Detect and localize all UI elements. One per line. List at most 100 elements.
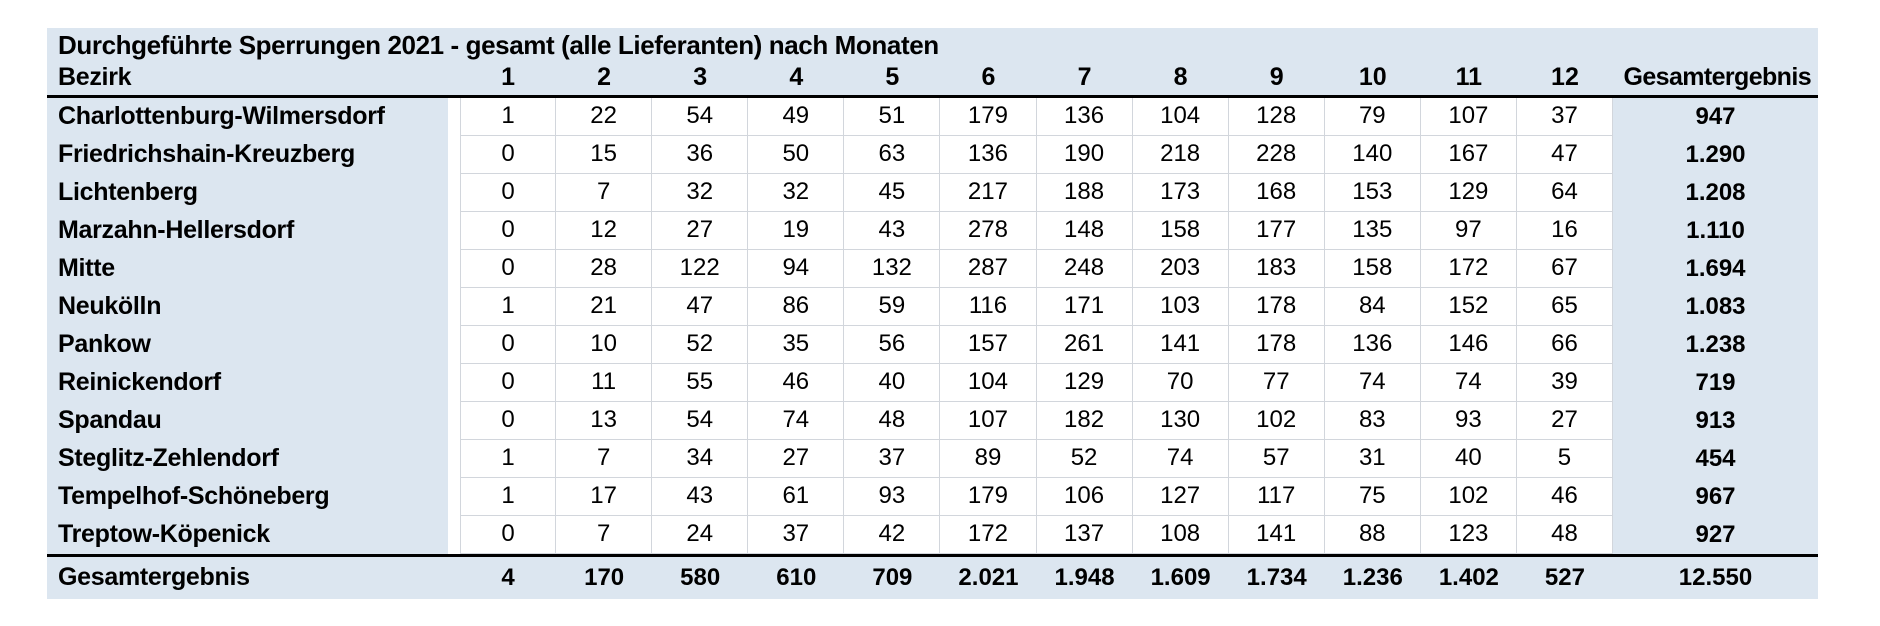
footer-month-total-cell: 4 — [501, 564, 515, 591]
month-value-cell: 63 — [844, 136, 941, 174]
month-value-cell: 74 — [1132, 440, 1229, 478]
month-value-cell: 102 — [1420, 478, 1517, 516]
month-value-cell: 74 — [748, 402, 845, 440]
table-row: Tempelhof-Schöneberg 1 17 43 61 93 179 106 127 11… — [47, 478, 1818, 516]
month-header-11: 11 — [1455, 63, 1483, 91]
month-value-cell: 104 — [940, 364, 1037, 402]
month-value-cell: 5 — [1516, 440, 1613, 478]
month-value-cell: 129 — [1036, 364, 1133, 402]
month-value-cell: 157 — [940, 326, 1037, 364]
table-row: Friedrichshain-Kreuzberg 0 15 36 50 63 136 190 2… — [47, 136, 1818, 174]
month-value-cell: 7 — [556, 516, 653, 554]
month-value-cell: 182 — [1036, 402, 1133, 440]
month-value-cell: 0 — [460, 136, 557, 174]
month-value-cell: 79 — [1324, 98, 1421, 136]
table-row: Neukölln 1 21 47 86 59 116 171 103 178 84 152 65 1.08… — [47, 288, 1818, 326]
month-value-cell: 21 — [556, 288, 653, 326]
month-value-cell: 116 — [940, 288, 1037, 326]
gutter-cell — [448, 516, 460, 554]
bezirk-name-cell: Lichtenberg — [47, 174, 448, 212]
gutter-cell — [448, 478, 460, 516]
month-value-cell: 158 — [1132, 212, 1229, 250]
month-value-cell: 10 — [556, 326, 653, 364]
footer-month-total-cell: 527 — [1544, 564, 1585, 591]
month-value-cell: 46 — [1516, 478, 1613, 516]
row-total-cell: 1.083 — [1613, 288, 1818, 326]
month-value-cell: 43 — [652, 478, 749, 516]
table-title-row: Durchgeführte Sperrungen 2021 - gesamt (… — [47, 28, 1818, 60]
month-value-cell: 27 — [1516, 402, 1613, 440]
bezirk-name-cell: Spandau — [47, 402, 448, 440]
month-value-cell: 28 — [556, 250, 653, 288]
month-value-cell: 178 — [1228, 288, 1325, 326]
month-value-cell: 0 — [460, 250, 557, 288]
footer-month-total-cell: 580 — [680, 564, 721, 591]
table-title: Durchgeführte Sperrungen 2021 - gesamt (… — [58, 30, 939, 60]
row-total-cell: 967 — [1613, 478, 1818, 516]
month-value-cell: 11 — [556, 364, 653, 402]
month-value-cell: 51 — [844, 98, 941, 136]
gutter-cell — [448, 136, 460, 174]
month-value-cell: 37 — [1516, 98, 1613, 136]
row-total-cell: 1.208 — [1613, 174, 1818, 212]
table-row: Lichtenberg 0 7 32 32 45 217 188 173 168 153 129 64 1… — [47, 174, 1818, 212]
footer-month-total-cell: 1.948 — [1054, 564, 1115, 591]
month-value-cell: 127 — [1132, 478, 1229, 516]
month-value-cell: 130 — [1132, 402, 1229, 440]
month-value-cell: 32 — [748, 174, 845, 212]
month-value-cell: 168 — [1228, 174, 1325, 212]
gutter-cell — [448, 364, 460, 402]
month-value-cell: 19 — [748, 212, 845, 250]
gutter-cell — [448, 98, 460, 136]
month-value-cell: 27 — [748, 440, 845, 478]
month-header-8: 8 — [1173, 63, 1188, 91]
month-value-cell: 54 — [652, 402, 749, 440]
bezirk-name-cell: Marzahn-Hellersdorf — [47, 212, 448, 250]
month-value-cell: 83 — [1324, 402, 1421, 440]
month-value-cell: 61 — [748, 478, 845, 516]
month-value-cell: 94 — [748, 250, 845, 288]
bezirk-name-cell: Pankow — [47, 326, 448, 364]
month-value-cell: 42 — [844, 516, 941, 554]
month-value-cell: 13 — [556, 402, 653, 440]
table-row: Steglitz-Zehlendorf 1 7 34 27 37 89 52 74 57 31 40 5… — [47, 440, 1818, 478]
bezirk-name-cell: Charlottenburg-Wilmersdorf — [47, 98, 448, 136]
month-value-cell: 1 — [460, 98, 557, 136]
sperrungen-table: Durchgeführte Sperrungen 2021 - gesamt (… — [47, 28, 1818, 599]
row-total-cell: 1.238 — [1613, 326, 1818, 364]
month-value-cell: 39 — [1516, 364, 1613, 402]
month-value-cell: 104 — [1132, 98, 1229, 136]
row-total-cell: 1.110 — [1613, 212, 1818, 250]
month-value-cell: 153 — [1324, 174, 1421, 212]
month-value-cell: 70 — [1132, 364, 1229, 402]
month-value-cell: 57 — [1228, 440, 1325, 478]
month-value-cell: 46 — [748, 364, 845, 402]
footer-month-total-cell: 1.402 — [1438, 564, 1499, 591]
month-value-cell: 89 — [940, 440, 1037, 478]
month-value-cell: 17 — [556, 478, 653, 516]
month-value-cell: 0 — [460, 516, 557, 554]
table-row: Pankow 0 10 52 35 56 157 261 141 178 136 146 66 1.238 — [47, 326, 1818, 364]
month-value-cell: 137 — [1036, 516, 1133, 554]
month-value-cell: 88 — [1324, 516, 1421, 554]
row-total-cell: 947 — [1613, 98, 1818, 136]
month-value-cell: 136 — [1036, 98, 1133, 136]
month-value-cell: 24 — [652, 516, 749, 554]
month-value-cell: 75 — [1324, 478, 1421, 516]
month-value-cell: 0 — [460, 174, 557, 212]
month-value-cell: 47 — [1516, 136, 1613, 174]
row-total-cell: 454 — [1613, 440, 1818, 478]
month-value-cell: 135 — [1324, 212, 1421, 250]
month-header-6: 6 — [981, 63, 996, 91]
bezirk-name-cell: Tempelhof-Schöneberg — [47, 478, 448, 516]
month-value-cell: 32 — [652, 174, 749, 212]
month-value-cell: 37 — [844, 440, 941, 478]
footer-row: Gesamtergebnis 4 170 580 610 709 2.021 1.948 1.… — [47, 554, 1818, 599]
month-header-7: 7 — [1077, 63, 1092, 91]
month-value-cell: 102 — [1228, 402, 1325, 440]
month-value-cell: 123 — [1420, 516, 1517, 554]
month-value-cell: 65 — [1516, 288, 1613, 326]
bezirk-name-cell: Friedrichshain-Kreuzberg — [47, 136, 448, 174]
month-value-cell: 74 — [1420, 364, 1517, 402]
month-value-cell: 1 — [460, 288, 557, 326]
